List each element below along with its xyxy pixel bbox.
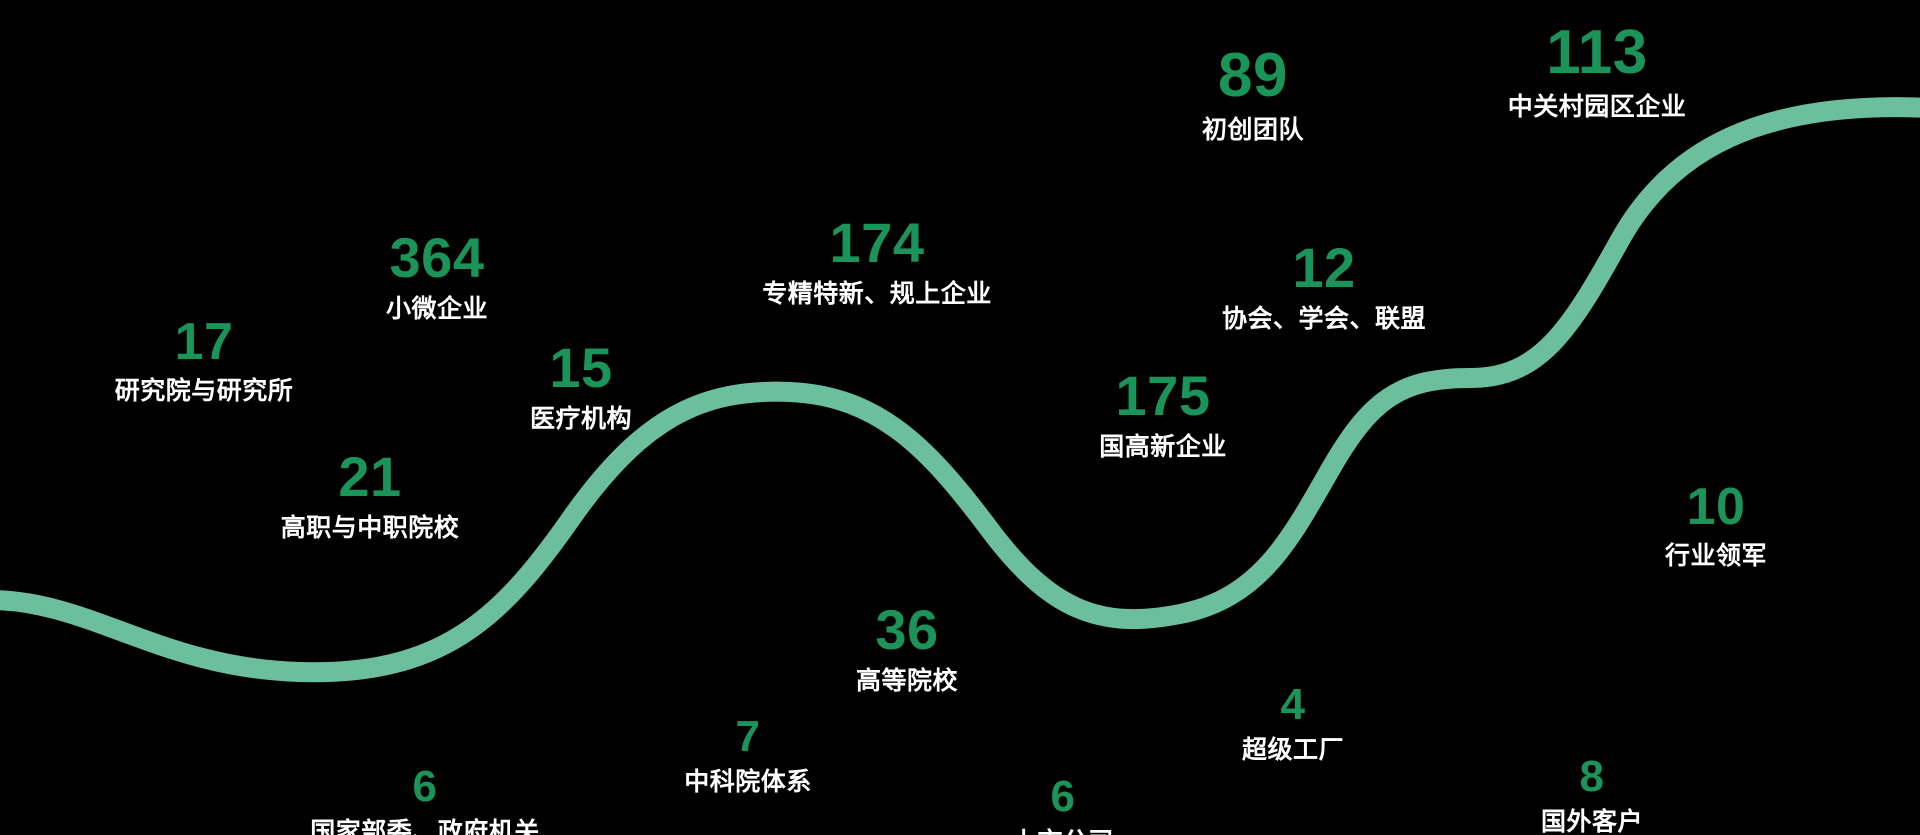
- stat-value: 8: [1579, 752, 1605, 801]
- stat-label: 国家部委、政府机关: [310, 818, 540, 835]
- stat-callout: 21 高职与中职院校: [281, 449, 460, 543]
- stat-callout: 364 小微企业: [386, 230, 488, 324]
- stat-callout: 175 国高新企业: [1099, 368, 1227, 462]
- stat-label: 初创团队: [1201, 116, 1305, 144]
- stat-label: 协会、学会、联盟: [1221, 305, 1427, 333]
- stat-callout: 7 中科院体系: [684, 715, 812, 797]
- stat-value: 174: [829, 211, 925, 274]
- stat-label: 小微企业: [385, 295, 489, 323]
- stat-label: 上市公司: [1012, 828, 1114, 835]
- stat-value: 10: [1686, 478, 1746, 536]
- stat-callout: 4 超级工厂: [1242, 683, 1344, 765]
- stat-callout: 6 国家部委、政府机关: [310, 765, 540, 835]
- stat-label: 专精特新、规上企业: [762, 280, 992, 308]
- stat-callout: 10 行业领军: [1665, 481, 1767, 571]
- stat-value: 175: [1115, 364, 1211, 427]
- stat-label: 国高新企业: [1099, 433, 1227, 461]
- stat-callout: 174 专精特新、规上企业: [762, 215, 992, 309]
- stat-value: 6: [412, 762, 438, 811]
- stat-value: 36: [875, 598, 939, 661]
- stat-label: 超级工厂: [1241, 736, 1345, 764]
- stat-label: 国外客户: [1540, 808, 1644, 835]
- stat-value: 89: [1218, 41, 1288, 110]
- stat-value: 21: [338, 445, 402, 508]
- stat-callout: 17 研究院与研究所: [115, 316, 294, 406]
- stat-callout: 12 协会、学会、联盟: [1222, 240, 1426, 334]
- stat-callout: 6 上市公司: [1012, 775, 1114, 835]
- stat-label: 中科院体系: [684, 768, 812, 796]
- stat-value: 7: [735, 712, 761, 761]
- stat-value: 113: [1546, 18, 1648, 87]
- stat-callout: 113 中关村园区企业: [1508, 22, 1687, 122]
- stat-callout: 36 高等院校: [856, 602, 958, 696]
- stat-value: 15: [549, 336, 613, 399]
- stat-label: 研究院与研究所: [114, 377, 294, 405]
- stat-callout: 8 国外客户: [1541, 755, 1643, 835]
- stat-callout: 15 医疗机构: [530, 340, 632, 434]
- stat-value: 6: [1050, 772, 1076, 821]
- stat-callout: 89 初创团队: [1202, 45, 1304, 145]
- stat-label: 高等院校: [855, 667, 959, 695]
- stat-label: 医疗机构: [529, 405, 633, 433]
- stat-label: 高职与中职院校: [280, 514, 460, 542]
- stat-label: 中关村园区企业: [1507, 93, 1687, 121]
- stat-value: 12: [1292, 236, 1356, 299]
- stat-label: 行业领军: [1664, 542, 1768, 570]
- stat-value: 4: [1280, 680, 1306, 729]
- stat-value: 17: [174, 313, 234, 371]
- stat-value: 364: [389, 226, 485, 289]
